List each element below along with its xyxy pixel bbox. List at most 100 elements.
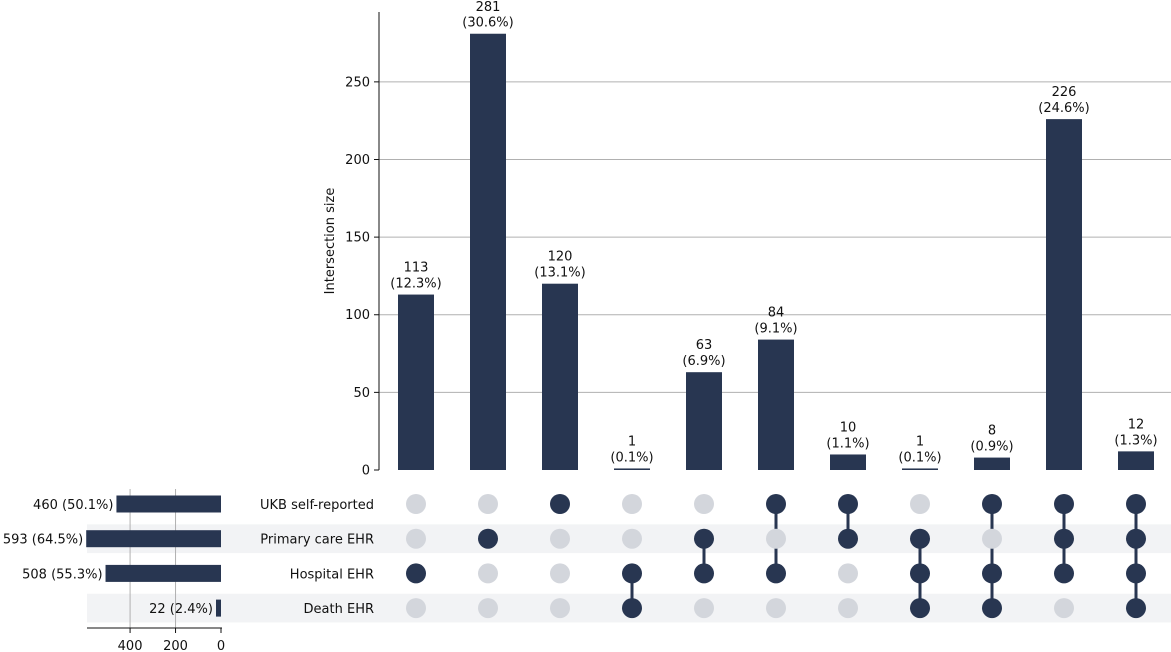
matrix-dot-inactive — [838, 598, 858, 619]
matrix-dot-active — [622, 563, 642, 584]
matrix-dot-active — [910, 598, 930, 619]
bar-percent-label: (30.6%) — [462, 16, 513, 31]
set-name-label: Hospital EHR — [290, 567, 374, 582]
matrix-dot-inactive — [694, 494, 714, 514]
matrix-dot-active — [694, 528, 714, 549]
intersection-bar — [830, 454, 866, 470]
y-tick-label: 200 — [345, 153, 370, 168]
intersection-bars — [398, 33, 1154, 470]
matrix-dot-inactive — [838, 563, 858, 584]
set-size-label: 508 (55.3%) — [22, 567, 102, 582]
bar-count-label: 1 — [916, 434, 924, 449]
intersection-bar — [974, 457, 1010, 470]
set-size-x-ticks: 400 200 0 — [118, 628, 225, 652]
set-size-label: 22 (2.4%) — [149, 602, 213, 617]
matrix-dot-inactive — [622, 528, 642, 549]
bar-count-label: 1 — [628, 434, 636, 449]
bar-count-label: 8 — [988, 424, 996, 439]
set-name-label: UKB self-reported — [260, 498, 374, 513]
matrix-dot-active — [406, 563, 426, 584]
intersection-bar — [686, 372, 722, 470]
matrix-dot-active — [1126, 528, 1146, 549]
y-tick-label: 0 — [362, 464, 370, 479]
bar-percent-label: (1.3%) — [1114, 433, 1157, 448]
matrix-dot-inactive — [406, 598, 426, 619]
matrix-dot-inactive — [982, 528, 1002, 549]
set-size-label: 460 (50.1%) — [33, 498, 113, 513]
matrix-dot-active — [1054, 563, 1074, 584]
matrix-dot-active — [622, 598, 642, 619]
matrix-dot-active — [910, 528, 930, 549]
set-size-bars — [86, 495, 222, 617]
matrix-dot-inactive — [910, 494, 930, 514]
bar-percent-label: (1.1%) — [826, 436, 869, 451]
intersection-bar — [1118, 451, 1154, 470]
intersection-bar — [542, 283, 578, 470]
x-tick-label: 400 — [118, 639, 143, 652]
y-tick-label: 100 — [345, 308, 370, 323]
matrix-dot-inactive — [766, 598, 786, 619]
matrix-dot-active — [838, 494, 858, 514]
bar-count-label: 281 — [476, 0, 501, 15]
matrix-dot-active — [910, 563, 930, 584]
set-name-label: Death EHR — [304, 602, 374, 617]
intersection-bar-labels: 113(12.3%)281(30.6%)120(13.1%)1(0.1%)63(… — [390, 0, 1157, 465]
x-tick-label: 0 — [217, 639, 225, 652]
set-size-bar — [105, 564, 221, 582]
intersection-y-ticks: 0 50 100 150 200 250 — [345, 75, 379, 479]
bar-count-label: 113 — [404, 261, 429, 276]
x-tick-label: 200 — [163, 639, 188, 652]
matrix-dot-inactive — [1054, 598, 1074, 619]
bar-percent-label: (0.1%) — [898, 450, 941, 465]
matrix-dot-active — [982, 598, 1002, 619]
set-size-bar — [116, 495, 221, 513]
matrix-dot-active — [766, 494, 786, 514]
matrix-dot-active — [1126, 563, 1146, 584]
matrix-dot-inactive — [478, 598, 498, 619]
set-name-label: Primary care EHR — [260, 533, 374, 548]
bar-percent-label: (24.6%) — [1038, 101, 1089, 116]
matrix-dot-active — [1126, 598, 1146, 619]
matrix-dot-active — [694, 563, 714, 584]
matrix-dot-inactive — [478, 563, 498, 584]
matrix-dot-active — [1054, 494, 1074, 514]
matrix-dot-active — [550, 494, 570, 514]
bar-count-label: 226 — [1052, 85, 1077, 100]
matrix-dot-inactive — [694, 598, 714, 619]
bar-percent-label: (0.9%) — [970, 440, 1013, 455]
bar-count-label: 12 — [1128, 417, 1145, 432]
y-tick-label: 150 — [345, 231, 370, 246]
set-size-bar — [86, 530, 222, 548]
bar-percent-label: (6.9%) — [682, 354, 725, 369]
bar-percent-label: (12.3%) — [390, 277, 441, 292]
intersection-bar — [902, 468, 938, 470]
matrix-dot-active — [478, 528, 498, 549]
set-size-label: 593 (64.5%) — [3, 533, 83, 548]
bar-percent-label: (13.1%) — [534, 266, 585, 281]
matrix-dot-inactive — [550, 563, 570, 584]
y-tick-label: 250 — [345, 75, 370, 90]
matrix-dot-active — [838, 528, 858, 549]
matrix-dot-inactive — [406, 528, 426, 549]
intersection-y-axis-label: Intersection size — [323, 188, 338, 295]
matrix-dot-active — [1054, 528, 1074, 549]
set-size-bar — [215, 599, 221, 617]
matrix-dot-inactive — [622, 494, 642, 514]
set-names: UKB self-reported Primary care EHR Hospita… — [260, 498, 374, 617]
bar-count-label: 84 — [768, 306, 785, 321]
membership-matrix — [406, 494, 1146, 619]
matrix-dot-inactive — [406, 494, 426, 514]
intersection-bar — [470, 33, 506, 470]
bar-count-label: 120 — [548, 250, 573, 265]
matrix-dot-active — [982, 563, 1002, 584]
matrix-dot-active — [1126, 494, 1146, 514]
matrix-dot-active — [982, 494, 1002, 514]
bar-percent-label: (0.1%) — [610, 450, 653, 465]
y-tick-label: 50 — [353, 386, 370, 401]
matrix-dot-active — [766, 563, 786, 584]
bar-percent-label: (9.1%) — [754, 322, 797, 337]
matrix-dot-inactive — [550, 598, 570, 619]
bar-count-label: 10 — [840, 420, 857, 435]
matrix-dot-inactive — [766, 528, 786, 549]
